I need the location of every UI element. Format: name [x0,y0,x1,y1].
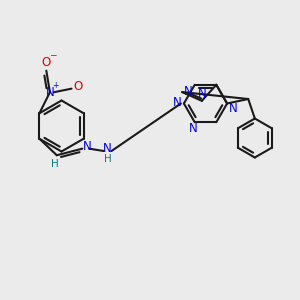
Text: O: O [74,80,83,93]
Text: N: N [46,86,54,99]
Text: N: N [229,102,238,116]
Text: N: N [103,142,112,155]
Text: H: H [103,154,111,164]
Text: N: N [184,85,193,98]
Text: N: N [197,87,206,100]
Text: N: N [173,95,182,109]
Text: +: + [52,81,58,90]
Text: N: N [189,122,198,135]
Text: −: − [49,50,57,59]
Text: H: H [51,159,59,169]
Text: N: N [83,140,92,153]
Text: O: O [42,56,51,69]
